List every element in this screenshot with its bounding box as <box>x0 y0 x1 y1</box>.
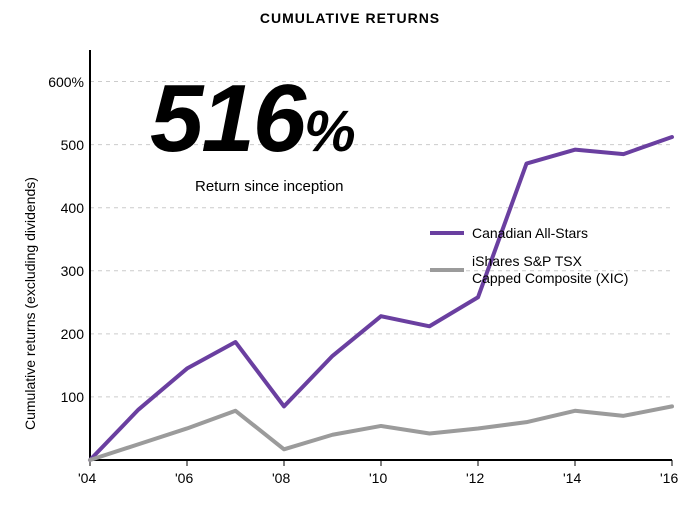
callout-number: 516% <box>150 76 354 162</box>
x-tick-label: '14 <box>563 470 581 486</box>
legend-item: iShares S&P TSXCapped Composite (XIC) <box>430 253 628 287</box>
x-tick-label: '06 <box>175 470 193 486</box>
y-tick-label: 600% <box>48 74 84 90</box>
y-tick-label: 100 <box>61 389 84 405</box>
callout-suffix: % <box>304 99 354 164</box>
callout-big-value: 516 <box>150 65 304 172</box>
x-tick-label: '04 <box>78 470 96 486</box>
x-tick-label: '16 <box>660 470 678 486</box>
y-tick-label: 400 <box>61 200 84 216</box>
legend-swatch <box>430 268 464 272</box>
y-tick-label: 500 <box>61 137 84 153</box>
legend-item: Canadian All-Stars <box>430 225 588 242</box>
y-tick-label: 200 <box>61 326 84 342</box>
legend-label: Canadian All-Stars <box>472 225 588 242</box>
y-tick-label: 300 <box>61 263 84 279</box>
x-tick-label: '12 <box>466 470 484 486</box>
legend-swatch <box>430 231 464 235</box>
y-axis-label: Cumulative returns (excluding dividends) <box>22 177 38 430</box>
legend-label: iShares S&P TSXCapped Composite (XIC) <box>472 253 628 287</box>
x-tick-label: '08 <box>272 470 290 486</box>
callout-subtitle: Return since inception <box>195 178 343 195</box>
chart-container: CUMULATIVE RETURNS Cumulative returns (e… <box>0 0 700 513</box>
x-tick-label: '10 <box>369 470 387 486</box>
